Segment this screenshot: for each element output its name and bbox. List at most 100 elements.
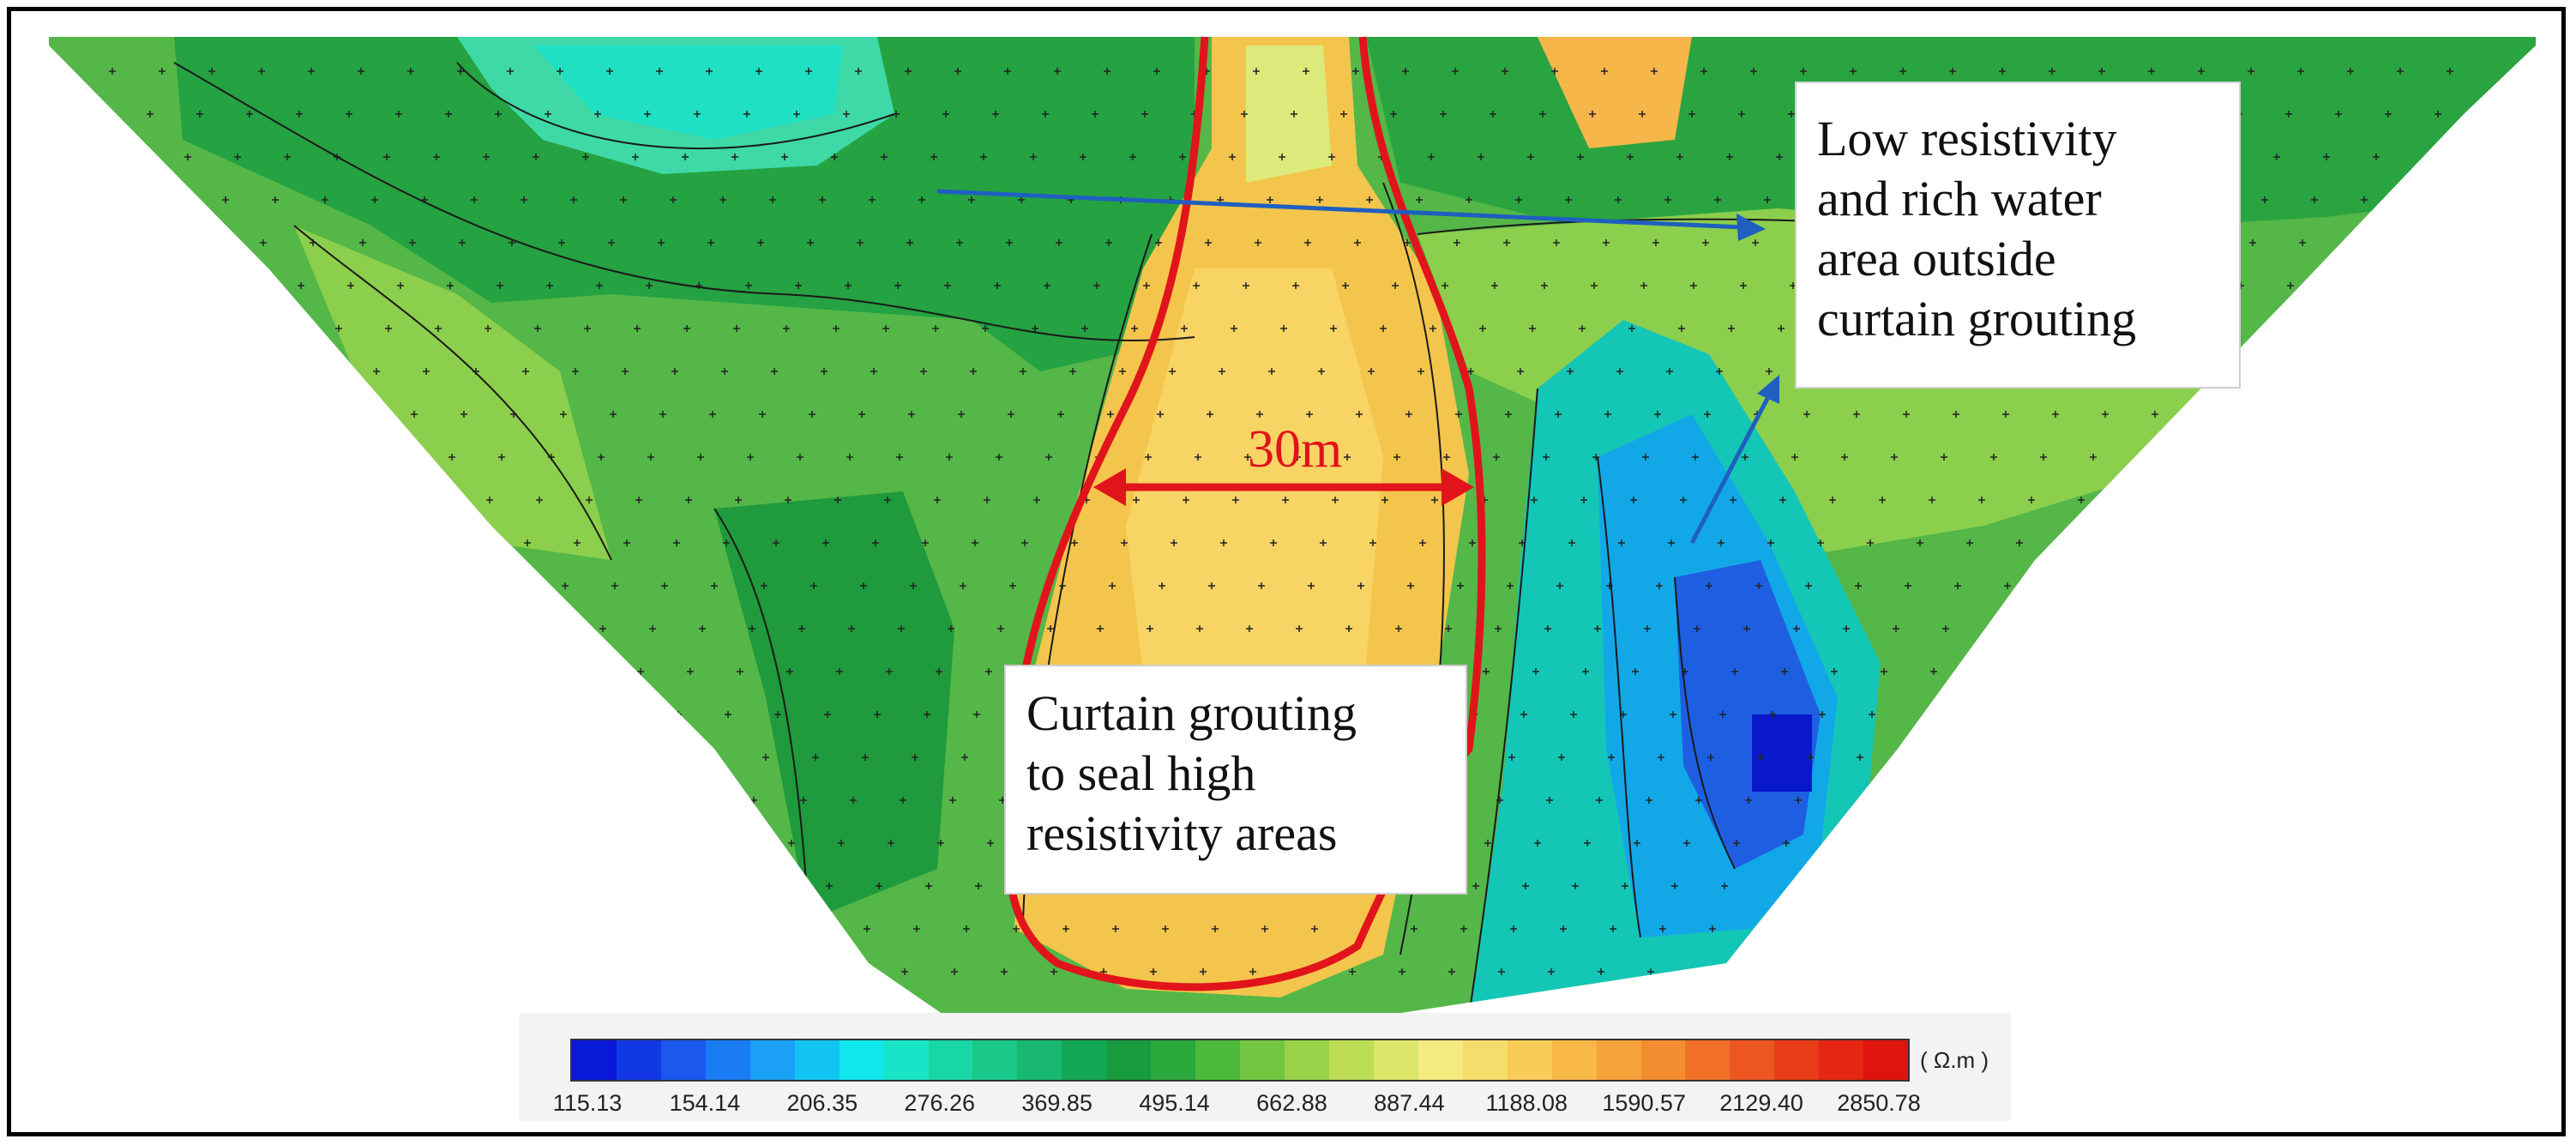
electrode-marker — [1688, 111, 1695, 118]
electrode-marker — [807, 239, 814, 246]
electrode-marker — [719, 196, 726, 203]
electrode-marker — [1632, 668, 1639, 675]
legend-tick-label: 887.44 — [1374, 1090, 1445, 1116]
electrode-marker — [1726, 154, 1733, 160]
electrode-marker — [1045, 454, 1052, 461]
light-green-zone — [294, 226, 611, 560]
electrode-marker — [272, 196, 279, 203]
electrode-marker — [1429, 325, 1436, 332]
electrode-marker — [1171, 539, 1177, 546]
legend-tick-label: 154.14 — [669, 1090, 741, 1116]
electrode-marker — [1069, 368, 1076, 375]
electrode-marker — [558, 239, 565, 246]
electrode-marker — [944, 282, 951, 289]
electrode-marker — [632, 154, 639, 160]
electrode-marker — [2066, 539, 2073, 546]
electrode-marker — [1781, 668, 1788, 675]
electrode-marker — [757, 239, 764, 246]
electrode-marker — [1580, 497, 1587, 503]
electrode-marker — [824, 711, 831, 718]
electrode-marker — [1044, 282, 1050, 289]
electrode-marker — [1030, 154, 1037, 160]
electrode-marker — [234, 154, 241, 160]
electrode-marker — [2028, 497, 2035, 503]
electrode-marker — [1714, 196, 1721, 203]
electrode-marker — [1303, 68, 1309, 75]
electrode-marker — [968, 196, 975, 203]
electrode-marker — [2447, 68, 2453, 75]
electrode-marker — [1207, 411, 1213, 418]
electrode-marker — [1008, 411, 1014, 418]
electrode-marker — [1750, 68, 1757, 75]
electrode-marker — [2249, 239, 2256, 246]
electrode-marker — [781, 154, 788, 160]
electrode-marker — [850, 797, 857, 804]
color-swatch — [1462, 1040, 1508, 1080]
electrode-marker — [1584, 840, 1591, 847]
electrode-marker — [1472, 883, 1479, 889]
electrode-marker — [709, 411, 716, 418]
electrode-marker — [346, 111, 352, 118]
electrode-marker — [2040, 454, 2047, 461]
electrode-marker — [2098, 68, 2105, 75]
high-resistivity-zone — [1126, 268, 1383, 783]
electrode-marker — [659, 411, 666, 418]
electrode-marker — [361, 411, 368, 418]
electrode-marker — [733, 325, 740, 332]
electrode-marker — [1006, 239, 1013, 246]
electrode-marker — [898, 625, 905, 632]
electrode-marker — [1244, 454, 1251, 461]
legend-tick-label: 662.88 — [1256, 1090, 1327, 1116]
electrode-marker — [1604, 411, 1611, 418]
electrode-marker — [663, 754, 670, 761]
electrode-marker — [611, 582, 618, 589]
electrode-marker — [1508, 754, 1515, 761]
electrode-marker — [1707, 754, 1714, 761]
electrode-marker — [1598, 968, 1604, 975]
electrode-marker — [570, 196, 577, 203]
electrode-marker — [1280, 325, 1287, 332]
electrode-marker — [920, 368, 927, 375]
electrode-marker — [1457, 582, 1464, 589]
electrode-marker — [1205, 239, 1212, 246]
electrode-marker — [685, 497, 692, 503]
electrode-marker — [786, 668, 793, 675]
electrode-marker — [1131, 325, 1138, 332]
electrode-marker — [894, 282, 901, 289]
electrode-marker — [1071, 539, 1078, 546]
electrode-marker — [407, 68, 414, 75]
electrode-marker — [1640, 282, 1647, 289]
electrode-marker — [826, 883, 833, 889]
electrode-marker — [1402, 68, 1409, 75]
electrode-marker — [884, 497, 891, 503]
electrode-marker — [637, 668, 644, 675]
electrode-marker — [1193, 282, 1200, 289]
electrode-marker — [1953, 411, 1959, 418]
electrode-marker — [1743, 625, 1750, 632]
color-swatch — [972, 1040, 1018, 1080]
callout-line: area outside — [1817, 231, 2056, 286]
electrode-marker — [1057, 411, 1064, 418]
electrode-marker — [1520, 711, 1527, 718]
electrode-marker — [1097, 625, 1104, 632]
electrode-marker — [1610, 925, 1616, 932]
electrode-marker — [622, 368, 629, 375]
electrode-marker — [1155, 239, 1162, 246]
electrode-marker — [1879, 497, 1886, 503]
electrode-marker — [411, 411, 418, 418]
callout-line: Curtain grouting — [1026, 685, 1357, 741]
electrode-marker — [888, 840, 894, 847]
electrode-marker — [870, 368, 877, 375]
electrode-marker — [848, 625, 855, 632]
electrode-marker — [1515, 196, 1522, 203]
electrode-marker — [1241, 111, 1248, 118]
electrode-marker — [347, 282, 354, 289]
electrode-marker — [745, 282, 752, 289]
electrode-marker — [707, 239, 714, 246]
dark-green-zone — [714, 491, 954, 920]
electrode-marker — [1731, 668, 1738, 675]
electrode-marker — [1219, 368, 1225, 375]
electrode-marker — [2335, 111, 2342, 118]
electrode-marker — [323, 368, 330, 375]
electrode-marker — [1469, 539, 1476, 546]
